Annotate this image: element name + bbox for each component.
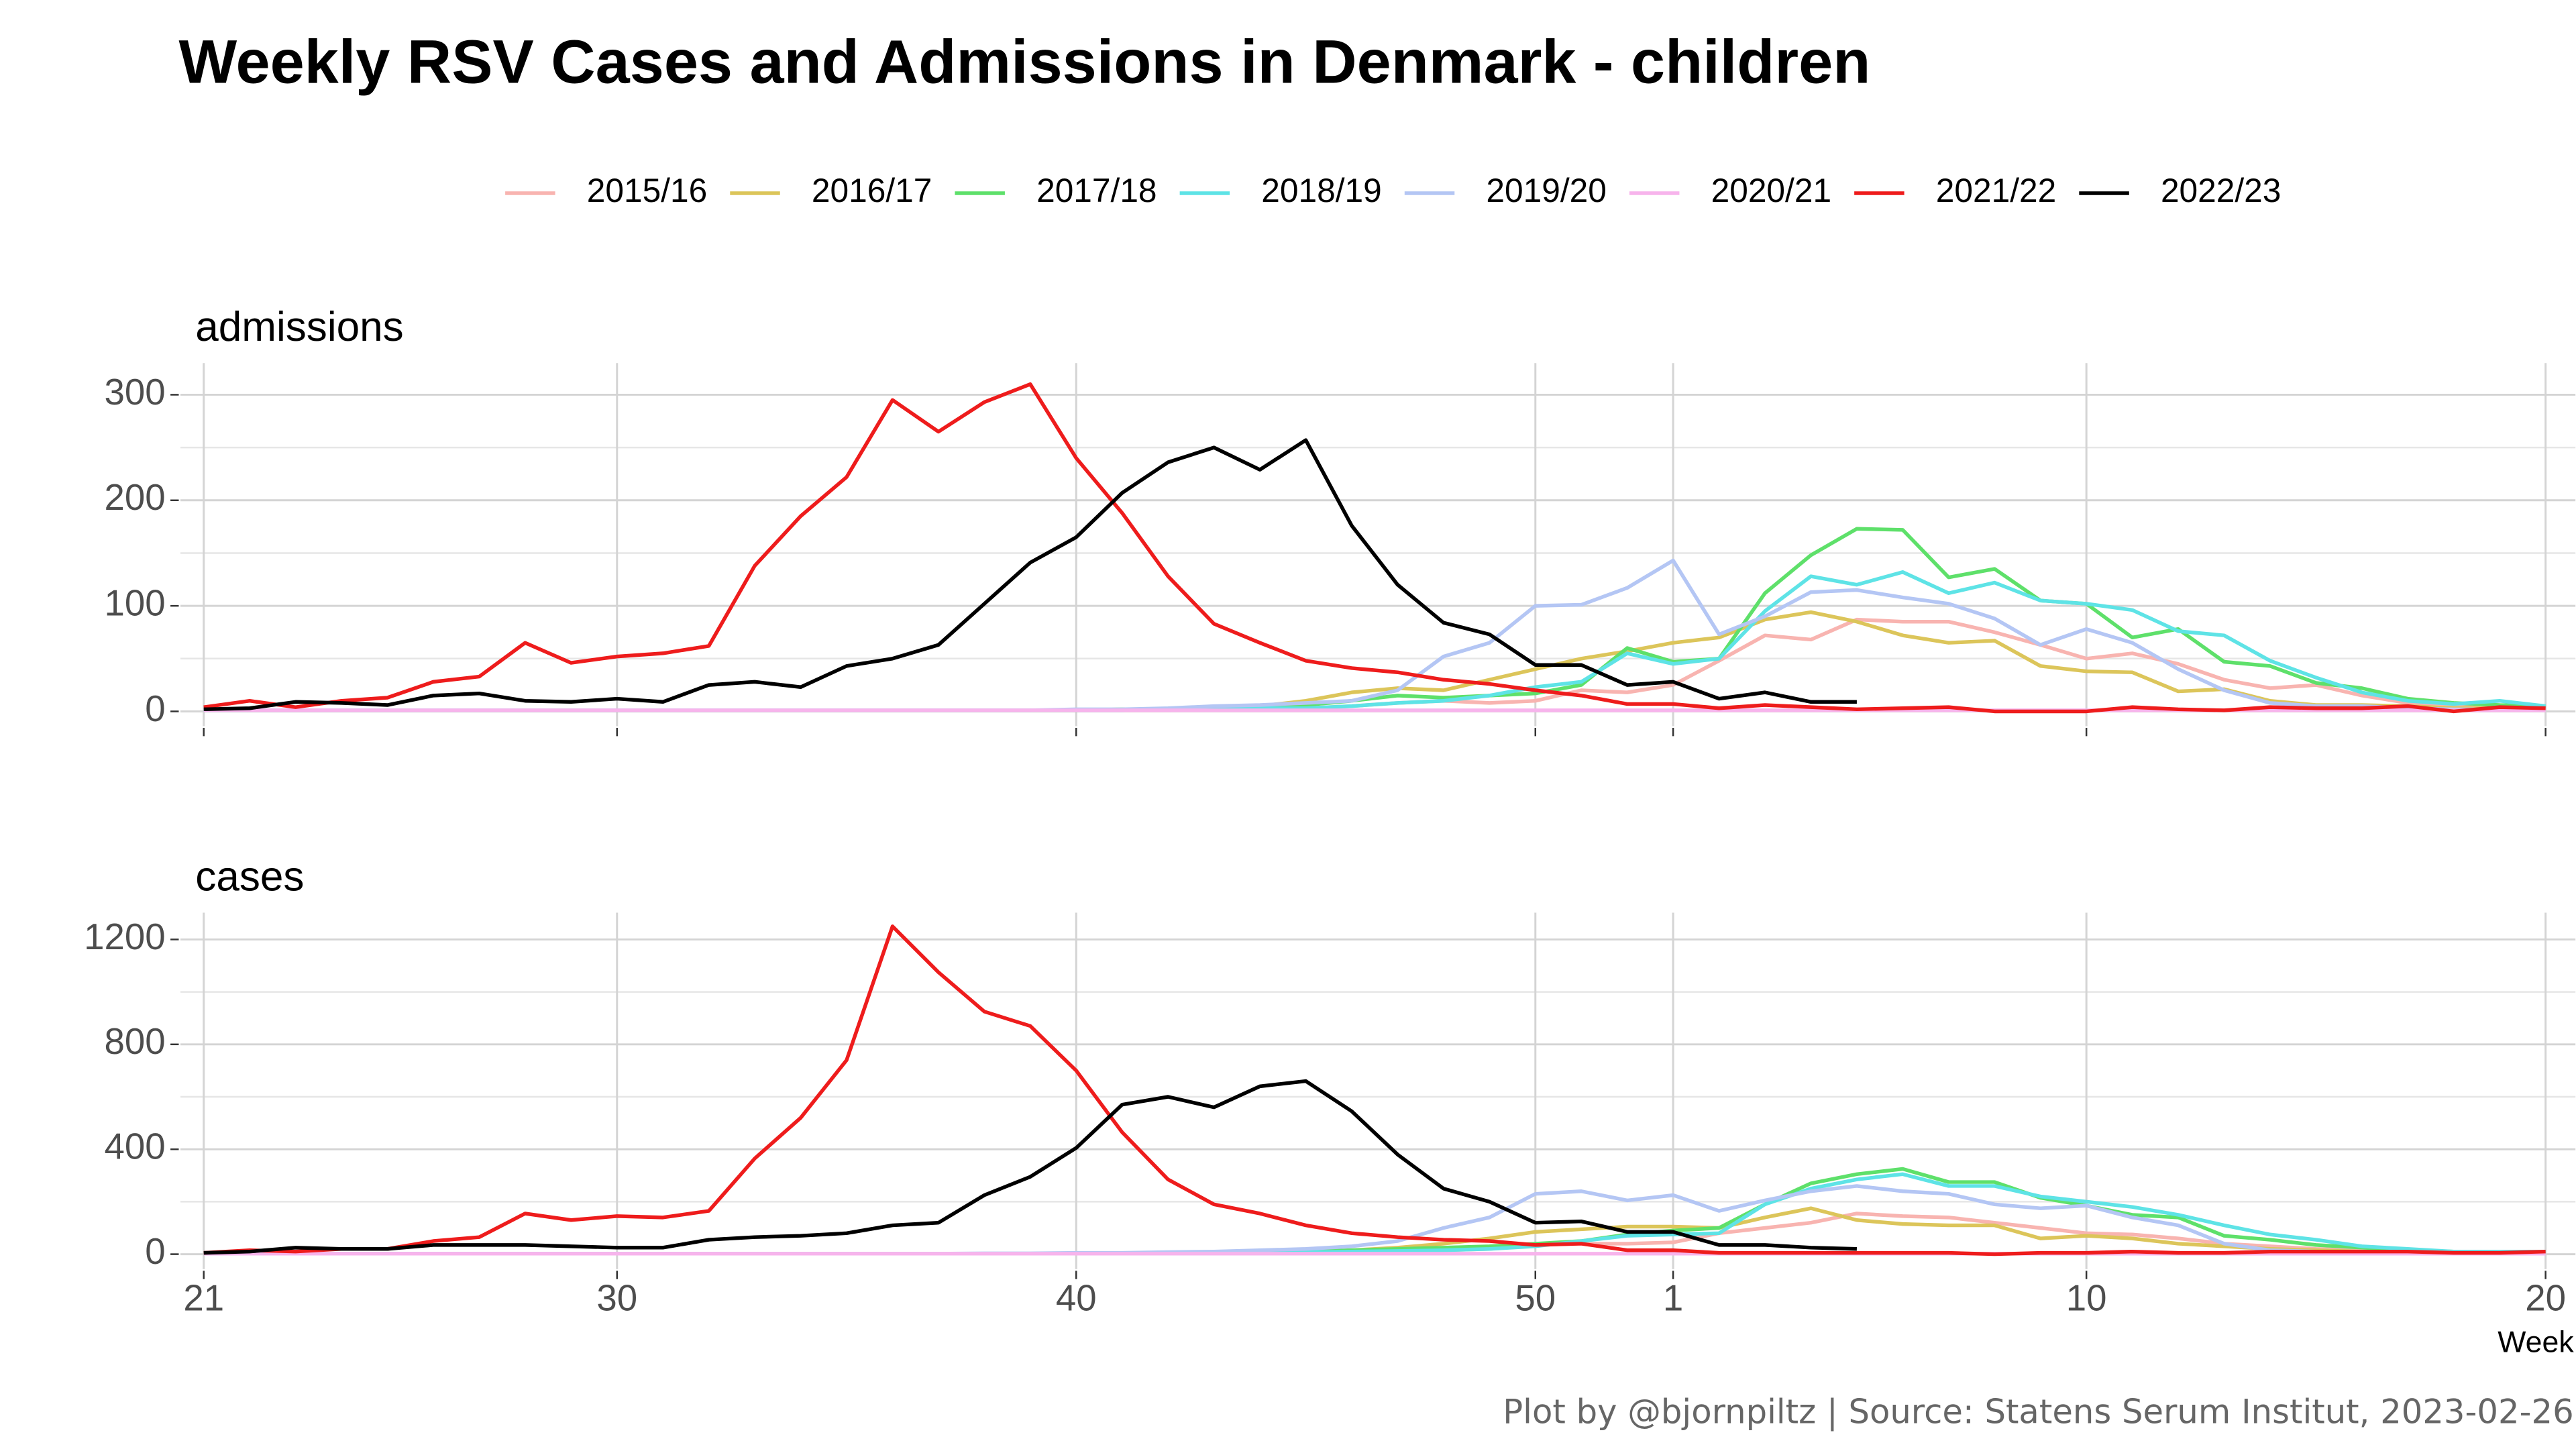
x-tick-label: 50: [1515, 1277, 1556, 1318]
legend-label: 2022/23: [2161, 172, 2281, 209]
y-tick-label: 0: [145, 688, 165, 729]
y-tick-label: 200: [104, 477, 165, 518]
x-tick-label: 20: [2525, 1277, 2566, 1318]
series-line: [203, 382, 2546, 714]
caption: Plot by @bjornpiltz | Source: Statens Se…: [1503, 1392, 2573, 1431]
panel-title: admissions: [195, 304, 403, 350]
y-tick-label: 100: [104, 583, 165, 624]
y-tick-label: 0: [145, 1231, 165, 1272]
x-tick-label: 21: [183, 1277, 224, 1318]
x-tick-label: 1: [1663, 1277, 1683, 1318]
legend-label: 2018/19: [1261, 172, 1381, 209]
y-tick-label: 300: [104, 372, 165, 413]
x-tick-label: 10: [2066, 1277, 2107, 1318]
x-tick-label: 30: [596, 1277, 637, 1318]
y-tick-label: 1200: [84, 916, 166, 957]
x-tick-label: 40: [1056, 1277, 1097, 1318]
series-line: [203, 438, 1857, 712]
series-line: [203, 924, 2546, 1256]
series-line: [203, 1079, 1857, 1255]
legend-label: 2015/16: [587, 172, 707, 209]
panel-title: cases: [195, 853, 304, 900]
chart-title: Weekly RSV Cases and Admissions in Denma…: [178, 28, 1870, 97]
y-tick-label: 400: [104, 1126, 165, 1167]
x-axis-label: Week: [2498, 1326, 2574, 1358]
y-tick-label: 800: [104, 1021, 165, 1062]
legend-label: 2016/17: [812, 172, 932, 209]
legend-label: 2020/21: [1711, 172, 1831, 209]
legend-label: 2019/20: [1486, 172, 1606, 209]
legend-label: 2017/18: [1036, 172, 1157, 209]
legend-label: 2021/22: [1936, 172, 2056, 209]
